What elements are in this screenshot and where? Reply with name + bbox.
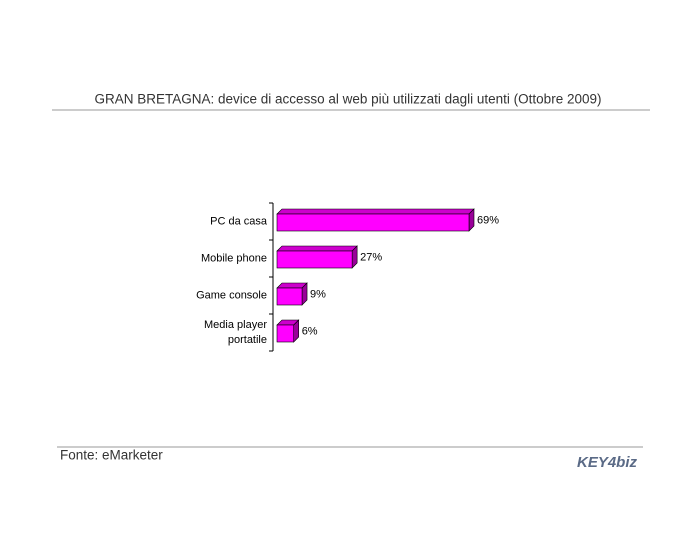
value-label: 69% bbox=[477, 214, 499, 226]
value-label: 9% bbox=[310, 288, 326, 300]
value-label: 27% bbox=[360, 251, 382, 263]
bar bbox=[276, 287, 303, 306]
bar bbox=[276, 250, 353, 269]
bar-top bbox=[276, 208, 475, 215]
logo: KEY4biz bbox=[577, 454, 638, 471]
category-label: Media player portatile bbox=[204, 318, 267, 346]
bar bbox=[276, 324, 294, 343]
source: Fonte: eMarketer bbox=[60, 448, 163, 463]
category-label: Mobile phone bbox=[200, 252, 267, 264]
category-label: Game console bbox=[196, 289, 267, 301]
bar bbox=[276, 213, 470, 232]
chart-title: GRAN BRETAGNA: device di accesso al web … bbox=[95, 92, 602, 107]
bar-top bbox=[276, 245, 358, 252]
category-label: PC da casa bbox=[210, 215, 267, 227]
value-label: 6% bbox=[302, 325, 318, 337]
